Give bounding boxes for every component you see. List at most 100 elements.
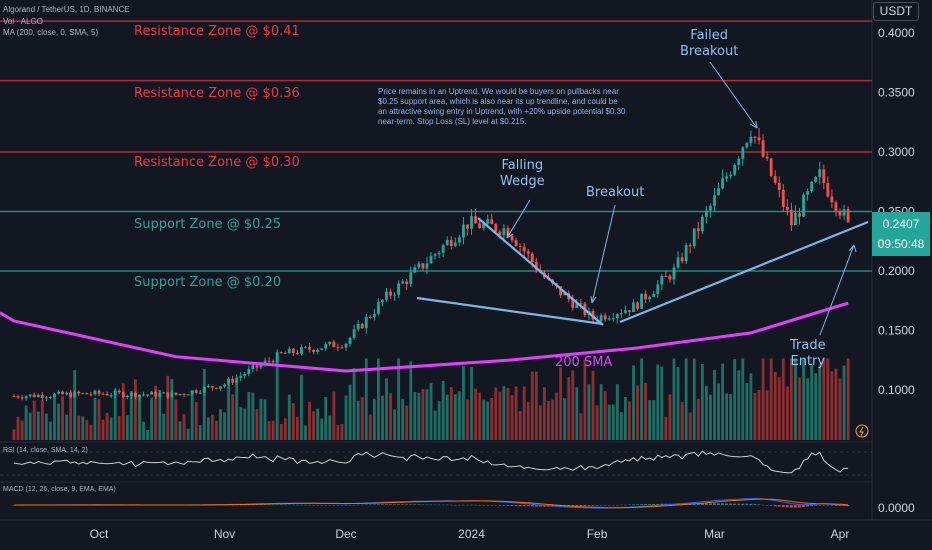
- candle-body: [437, 252, 441, 255]
- breakout-arrow-head: [590, 295, 597, 304]
- candle-body: [170, 392, 174, 398]
- candle-body: [251, 365, 255, 370]
- volume-bar: [61, 396, 64, 440]
- volume-bar: [518, 411, 522, 440]
- volume-bar: [826, 358, 830, 440]
- candle-body: [709, 205, 712, 211]
- macd-hist-bar: [462, 504, 465, 506]
- candle-body: [182, 393, 186, 395]
- volume-bar: [36, 411, 40, 440]
- volume-bar: [198, 425, 202, 440]
- volume-bar: [571, 370, 575, 440]
- candle-body: [688, 245, 692, 247]
- volume-bar: [316, 408, 320, 440]
- macd-hist-bar: [737, 503, 741, 505]
- failed-breakout-arrow: [709, 61, 758, 129]
- candle-body: [615, 314, 619, 319]
- macd-hist-bar: [433, 504, 437, 506]
- candle-body: [741, 147, 745, 159]
- macd-hist-bar: [255, 504, 259, 506]
- candle-body: [514, 240, 518, 246]
- volume-bar: [304, 425, 307, 440]
- candle-body: [425, 263, 429, 269]
- macd-hist-bar: [619, 504, 623, 506]
- candle-body: [219, 386, 222, 389]
- volume-bar: [676, 366, 680, 440]
- failed-breakout-label: Failed Breakout: [680, 28, 739, 59]
- candle-body: [810, 181, 814, 192]
- volume-bar: [121, 383, 125, 440]
- volume-bar: [713, 369, 716, 440]
- candle-body: [85, 393, 89, 395]
- candle-body: [243, 374, 247, 376]
- volume-bar: [846, 358, 850, 440]
- macd-hist-bar: [538, 505, 542, 507]
- macd-hist-bar: [628, 504, 631, 506]
- wedge-lower-trendline: [416, 296, 604, 326]
- candle-body: [478, 223, 482, 229]
- volume-bar: [279, 424, 283, 440]
- last-price: 0.2407: [882, 217, 920, 231]
- macd-hist-bar: [401, 504, 405, 505]
- volume-bar: [445, 394, 449, 440]
- candle-body: [684, 245, 688, 262]
- volume-bar: [215, 420, 218, 440]
- volume-bar: [328, 415, 332, 440]
- chart-title: Algorand / TetherUS, 1D, BINANCE: [3, 5, 130, 14]
- macd-hist-bar: [822, 505, 826, 506]
- macd-hist-bar: [417, 504, 421, 505]
- currency-button[interactable]: USDT: [873, 2, 919, 21]
- candle-body: [93, 390, 97, 395]
- candle-body: [510, 235, 514, 241]
- volume-bar: [818, 365, 822, 440]
- ma-label: MA (200, close, 0, SMA, 5): [3, 28, 99, 37]
- macd-hist-bar: [486, 505, 490, 506]
- candle-body: [134, 392, 137, 398]
- candle-body: [676, 257, 680, 268]
- macd-hist-bar: [704, 503, 708, 505]
- zone-label-resistance-030: Resistance Zone @ $0.30: [134, 155, 300, 170]
- macd-hist-bar: [312, 505, 316, 506]
- macd-hist-bar: [470, 504, 473, 506]
- macd-hist-bar: [267, 504, 271, 506]
- volume-bar: [785, 386, 789, 440]
- candle-body: [372, 313, 376, 318]
- volume-bar: [53, 396, 56, 440]
- macd-hist-bar: [291, 504, 295, 506]
- volume-bar: [227, 378, 230, 440]
- wedge-arrow: [506, 199, 531, 239]
- volume-bar: [385, 378, 388, 440]
- candle-body: [522, 246, 526, 252]
- volume-bar: [170, 379, 174, 440]
- volume-bar: [802, 358, 805, 440]
- candle-body: [223, 384, 226, 387]
- macd-hist-bar: [449, 504, 453, 506]
- volume-bar: [219, 409, 222, 440]
- volume-bar: [48, 421, 52, 440]
- macd-hist-bar: [652, 504, 656, 505]
- volume-bar: [579, 413, 583, 440]
- macd-hist-bar: [304, 504, 307, 506]
- volume-bar: [794, 358, 797, 440]
- candle-body: [73, 391, 77, 398]
- volume-bar: [113, 389, 117, 440]
- volume-bar: [644, 382, 648, 440]
- macd-hist-bar: [696, 503, 700, 505]
- volume-bar: [611, 404, 615, 440]
- candle-body: [830, 196, 834, 203]
- volume-bar: [745, 383, 749, 440]
- macd-hist-bar: [753, 504, 757, 505]
- macd-hist-bar: [324, 505, 328, 506]
- candle-body: [117, 390, 121, 393]
- macd-hist-bar: [352, 504, 356, 506]
- volume-bar: [640, 358, 644, 440]
- candle-body: [652, 293, 656, 298]
- candle-body: [490, 219, 494, 225]
- macd-hist-bar: [409, 504, 413, 505]
- macd-hist-bar: [348, 505, 352, 506]
- volume-bar: [320, 418, 324, 440]
- candle-body: [162, 392, 166, 394]
- macd-hist-bar: [340, 505, 344, 506]
- candle-body: [656, 284, 660, 294]
